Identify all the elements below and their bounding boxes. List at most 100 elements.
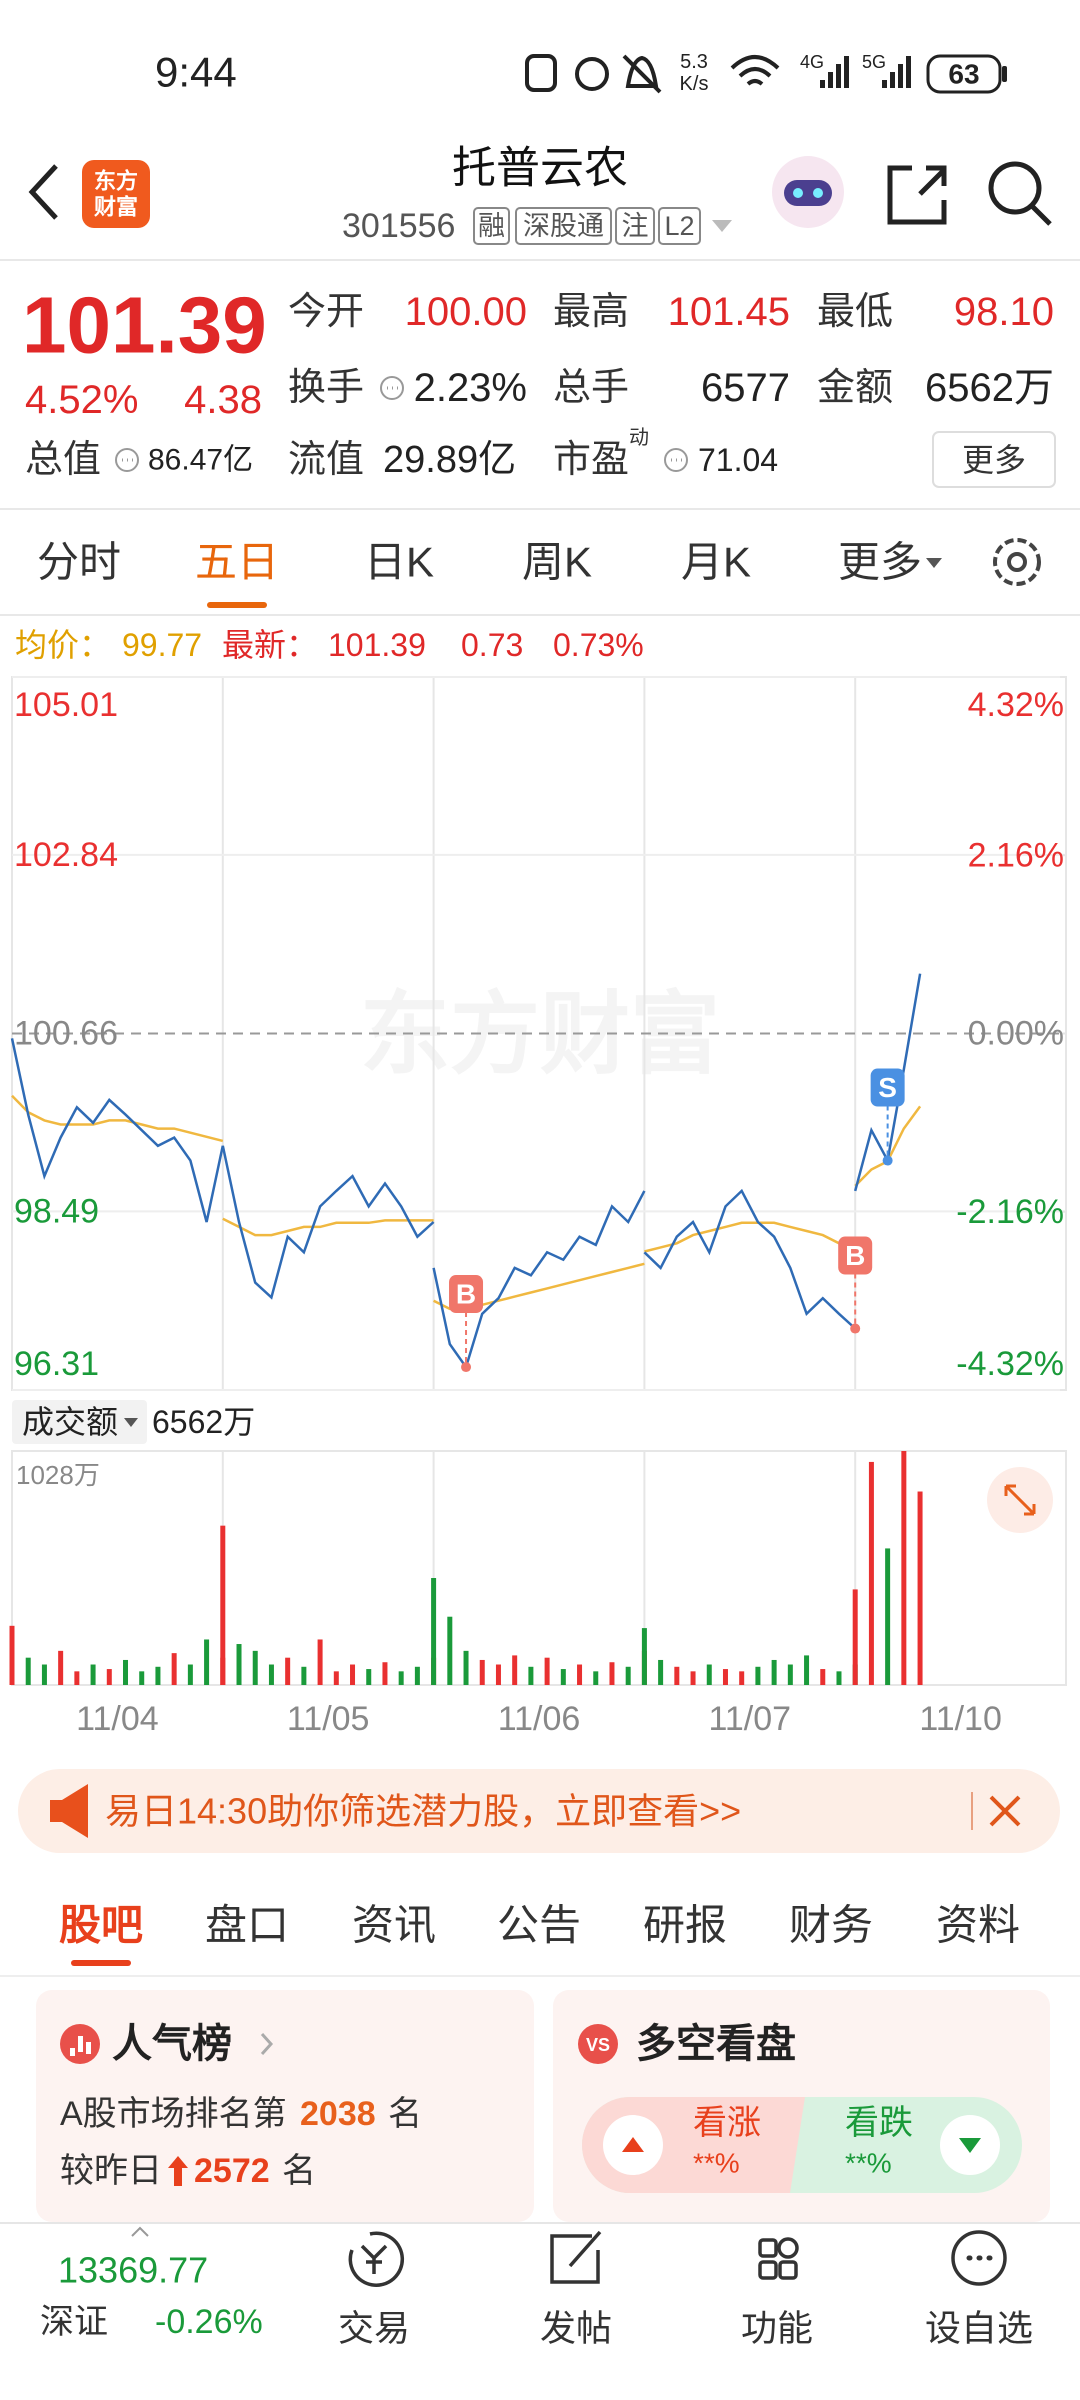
volume-bar: [382, 1662, 388, 1685]
period-tab[interactable]: 月K: [681, 539, 751, 586]
field-label: 换手: [288, 367, 364, 409]
y2-tick-label: 4.32%: [968, 686, 1064, 724]
section-tab[interactable]: 公告: [497, 1902, 581, 1949]
y-tick-label: 105.01: [14, 686, 118, 724]
signal-bar: [844, 56, 849, 88]
nav-item[interactable]: 设自选: [925, 2308, 1033, 2349]
y2-tick-label: -2.16%: [956, 1193, 1064, 1231]
avg-value: 99.77: [122, 627, 202, 663]
period-tab[interactable]: 更多: [838, 539, 922, 586]
battery-level: 63: [948, 59, 979, 90]
settings-button[interactable]: [993, 538, 1041, 586]
period-tab[interactable]: 分时: [37, 539, 121, 586]
signal-bar: [828, 72, 833, 88]
volume-bar: [463, 1650, 469, 1685]
volume-bar: [658, 1659, 664, 1685]
period-tab[interactable]: 周K: [522, 539, 592, 586]
y2-tick-label: -4.32%: [956, 1345, 1064, 1383]
section-tab[interactable]: 资讯: [352, 1902, 436, 1949]
volume-bar: [722, 1669, 728, 1685]
rank-icon-bar: [86, 2042, 91, 2054]
volume-bar: [171, 1653, 177, 1685]
marker-badge: [449, 1275, 484, 1314]
battery: [926, 54, 1002, 94]
volume-bar: [641, 1628, 647, 1685]
banner[interactable]: [18, 1769, 1060, 1853]
more-button[interactable]: [932, 431, 1056, 488]
field-label: 流值: [288, 439, 364, 481]
volume-dropdown: [124, 1418, 138, 1427]
x-tick-label: 11/05: [287, 1700, 370, 1738]
volume-value: 6562万: [152, 1404, 255, 1440]
volume-bar: [74, 1671, 80, 1685]
volume-bar: [447, 1616, 453, 1685]
volume-bar: [414, 1666, 420, 1685]
volume-bar: [479, 1659, 485, 1685]
y-tick-label: 102.84: [14, 836, 118, 874]
price-line: [432, 1190, 646, 1370]
back-button[interactable]: [28, 164, 58, 220]
share-button[interactable]: [887, 165, 947, 225]
volume-bar: [236, 1644, 242, 1685]
bull-arrow: [622, 2137, 644, 2152]
volume-bar: [836, 1671, 842, 1685]
volume-bar: [366, 1669, 372, 1685]
volume-bar: [204, 1639, 210, 1685]
badge-box: [658, 207, 701, 245]
section-tab[interactable]: 资料: [936, 1902, 1020, 1949]
nav-icon: [550, 2230, 602, 2284]
volume-bar: [495, 1664, 501, 1685]
nav-item[interactable]: 交易: [338, 2308, 410, 2349]
alarm-icon: [575, 57, 609, 91]
search-button[interactable]: [988, 161, 1042, 215]
card-title: 多空看盘: [636, 2021, 796, 2066]
volume-bar: [317, 1639, 323, 1685]
x-tick-label: 11/10: [919, 1700, 1002, 1738]
volume-bar: [220, 1525, 226, 1685]
volume-bar: [25, 1657, 31, 1685]
volume-bar: [674, 1666, 680, 1685]
volume-bar: [901, 1451, 907, 1685]
banner-text: 易日14:30助你筛选潜力股，立即查看>>: [105, 1791, 741, 1832]
section-tab[interactable]: 财务: [789, 1902, 873, 1949]
logo: [82, 160, 150, 228]
volume-bar: [560, 1669, 566, 1685]
badge-box: [615, 207, 655, 245]
y-tick-label: 98.49: [14, 1192, 99, 1230]
period-tab[interactable]: 日K: [364, 539, 434, 586]
card-text: 较昨日: [60, 2152, 162, 2190]
index-name: 深证: [40, 2303, 108, 2341]
nav-item[interactable]: 发帖: [540, 2308, 612, 2349]
banner-close[interactable]: [989, 1795, 1021, 1827]
volume-selector[interactable]: [12, 1400, 147, 1444]
y-tick-label: 96.31: [14, 1345, 99, 1383]
volume-bar: [187, 1664, 193, 1685]
card[interactable]: [36, 1990, 534, 2222]
field-sup: 动: [629, 426, 649, 449]
section-tab[interactable]: 研报: [643, 1902, 727, 1949]
bear-pct: **%: [845, 2148, 892, 2179]
rank-value: 2038: [300, 2095, 376, 2133]
vs-label: VS: [586, 2035, 610, 2055]
section-tab[interactable]: 股吧: [59, 1902, 143, 1949]
section-tab[interactable]: 盘口: [205, 1902, 289, 1949]
card-title: 人气榜: [112, 2022, 232, 2066]
volume-bar: [41, 1664, 47, 1685]
price-line: [643, 1188, 857, 1330]
volume-bar: [9, 1625, 15, 1685]
avg-line: [11, 1094, 224, 1143]
vs-icon: [578, 2024, 618, 2064]
nav-item[interactable]: 功能: [741, 2308, 813, 2349]
net-speed: 5.3: [680, 51, 708, 73]
volume-bar: [706, 1664, 712, 1685]
period-tab[interactable]: 五日: [195, 539, 279, 586]
volume-bar: [528, 1666, 534, 1685]
volume-tick-label: 1028万: [16, 1460, 100, 1490]
x-tick-label: 11/07: [709, 1700, 792, 1738]
volume-bar: [820, 1669, 826, 1685]
field-label: 金额: [817, 367, 893, 409]
volume-bar: [90, 1664, 96, 1685]
expand-icon: [1004, 1484, 1036, 1516]
